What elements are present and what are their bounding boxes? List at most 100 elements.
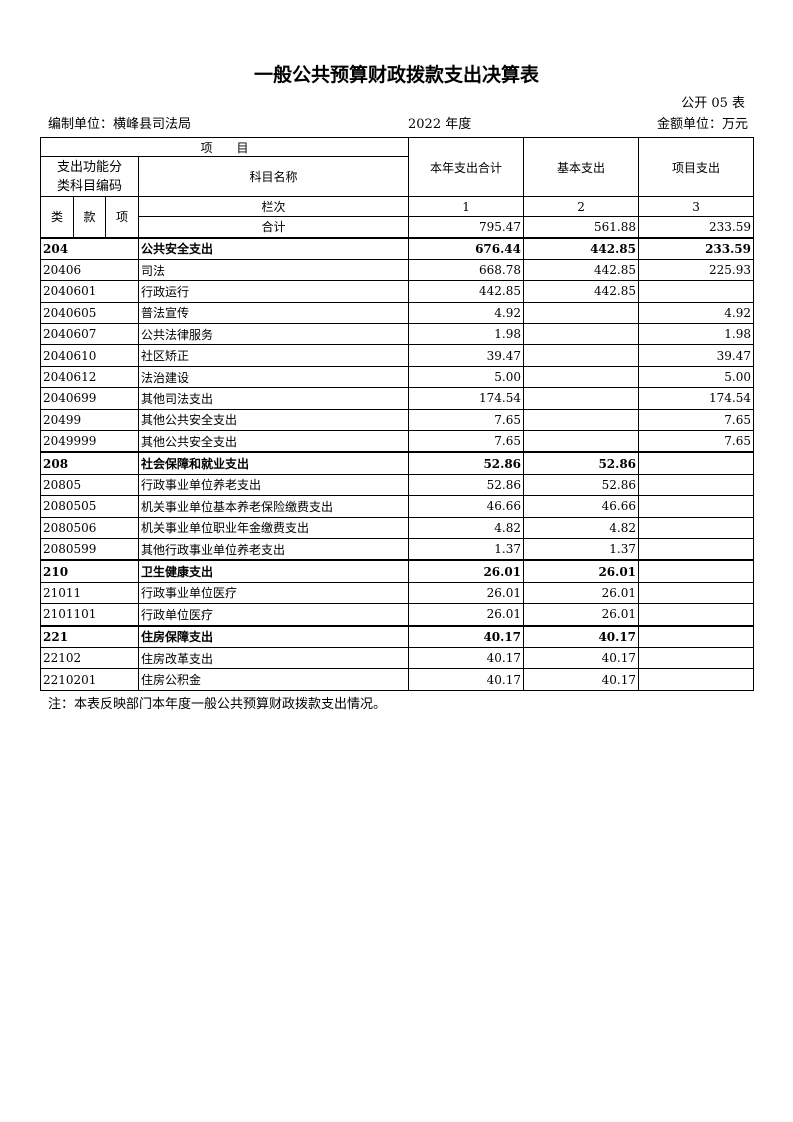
table-row: 2101101 行政单位医疗 26.01 26.01 bbox=[40, 603, 755, 627]
row-code: 2040601 bbox=[40, 280, 139, 303]
header-lanci: 栏次 bbox=[137, 196, 410, 217]
header-col3: 项目支出 bbox=[638, 137, 755, 197]
row-code: 204 bbox=[40, 236, 139, 260]
row-c3: 174.54 bbox=[638, 387, 755, 410]
row-c3 bbox=[638, 646, 755, 670]
row-c2: 442.85 bbox=[523, 280, 640, 303]
row-c2: 4.82 bbox=[523, 516, 640, 539]
table-row: 2210201 住房公积金 40.17 40.17 bbox=[40, 668, 755, 691]
table-row: 208 社会保障和就业支出 52.86 52.86 bbox=[40, 451, 755, 475]
row-code: 2101101 bbox=[40, 603, 139, 627]
row-c1: 26.01 bbox=[408, 559, 525, 583]
row-c3: 225.93 bbox=[638, 258, 755, 282]
row-c1: 26.01 bbox=[408, 581, 525, 605]
row-name: 住房公积金 bbox=[137, 668, 410, 691]
row-code: 2049999 bbox=[40, 430, 139, 453]
row-c1: 7.65 bbox=[408, 408, 525, 432]
table-row: 210 卫生健康支出 26.01 26.01 bbox=[40, 559, 755, 583]
header-code-line1: 支出功能分 bbox=[56, 159, 122, 175]
row-code: 21011 bbox=[40, 581, 139, 605]
row-c1: 5.00 bbox=[408, 365, 525, 389]
row-c3: 1.98 bbox=[638, 323, 755, 346]
table-row: 2040610 社区矫正 39.47 39.47 bbox=[40, 344, 755, 367]
total-c1: 795.47 bbox=[408, 216, 525, 238]
header-code-line2: 类科目编码 bbox=[56, 178, 122, 194]
header-xiang: 项 bbox=[105, 196, 139, 238]
table-row: 204 公共安全支出 676.44 442.85 233.59 bbox=[40, 236, 755, 260]
row-c3 bbox=[638, 603, 755, 627]
row-c3 bbox=[638, 668, 755, 691]
row-code: 22102 bbox=[40, 646, 139, 670]
header-col2: 基本支出 bbox=[523, 137, 640, 197]
row-name: 公共法律服务 bbox=[137, 323, 410, 346]
table-row: 221 住房保障支出 40.17 40.17 bbox=[40, 624, 755, 648]
row-name: 卫生健康支出 bbox=[137, 559, 410, 583]
row-c3 bbox=[638, 624, 755, 648]
row-c2: 40.17 bbox=[523, 646, 640, 670]
total-c2: 561.88 bbox=[523, 216, 640, 238]
row-c1: 1.37 bbox=[408, 537, 525, 561]
row-code: 20406 bbox=[40, 258, 139, 282]
row-code: 2080599 bbox=[40, 537, 139, 561]
expenditure-table: 项 目 本年支出合计 基本支出 项目支出 支出功能分类科目编码 科目名称 类 款… bbox=[39, 137, 755, 691]
row-code: 2040612 bbox=[40, 365, 139, 389]
row-c1: 52.86 bbox=[408, 473, 525, 497]
row-c1: 4.92 bbox=[408, 301, 525, 325]
table-row: 2080506 机关事业单位职业年金缴费支出 4.82 4.82 bbox=[40, 516, 755, 539]
table-number: 公开 05 表 bbox=[681, 96, 745, 111]
row-code: 20805 bbox=[40, 473, 139, 497]
header-lei: 类 bbox=[40, 196, 74, 238]
row-name: 行政运行 bbox=[137, 280, 410, 303]
row-name: 司法 bbox=[137, 258, 410, 282]
table-row: 2040612 法治建设 5.00 5.00 bbox=[40, 365, 755, 389]
row-name: 其他公共安全支出 bbox=[137, 430, 410, 453]
row-c2: 442.85 bbox=[523, 236, 640, 260]
row-c2 bbox=[523, 430, 640, 453]
row-name: 其他公共安全支出 bbox=[137, 408, 410, 432]
row-name: 公共安全支出 bbox=[137, 236, 410, 260]
row-c3: 7.65 bbox=[638, 430, 755, 453]
header-n3: 3 bbox=[638, 196, 755, 217]
row-name: 行政单位医疗 bbox=[137, 603, 410, 627]
row-code: 221 bbox=[40, 624, 139, 648]
row-c1: 40.17 bbox=[408, 668, 525, 691]
table-row: 2080505 机关事业单位基本养老保险缴费支出 46.66 46.66 bbox=[40, 495, 755, 518]
row-name: 行政事业单位养老支出 bbox=[137, 473, 410, 497]
row-c2 bbox=[523, 387, 640, 410]
header-item: 项 目 bbox=[39, 137, 410, 157]
row-c3 bbox=[638, 559, 755, 583]
row-c1: 52.86 bbox=[408, 451, 525, 475]
row-code: 210 bbox=[40, 559, 139, 583]
table-row: 22102 住房改革支出 40.17 40.17 bbox=[40, 646, 755, 670]
row-c2: 442.85 bbox=[523, 258, 640, 282]
header-col1: 本年支出合计 bbox=[408, 137, 525, 197]
row-c1: 26.01 bbox=[408, 603, 525, 627]
row-name: 普法宣传 bbox=[137, 301, 410, 325]
row-code: 2040699 bbox=[40, 387, 139, 410]
row-code: 2040610 bbox=[40, 344, 139, 367]
row-code: 208 bbox=[40, 451, 139, 475]
table-row: 2040699 其他司法支出 174.54 174.54 bbox=[40, 387, 755, 410]
row-c3: 5.00 bbox=[638, 365, 755, 389]
table-row: 20406 司法 668.78 442.85 225.93 bbox=[40, 258, 755, 282]
header-kuan: 款 bbox=[73, 196, 106, 238]
row-name: 法治建设 bbox=[137, 365, 410, 389]
row-c1: 46.66 bbox=[408, 495, 525, 518]
row-name: 行政事业单位医疗 bbox=[137, 581, 410, 605]
header-name: 科目名称 bbox=[137, 156, 410, 197]
fiscal-year: 2022 年度 bbox=[408, 117, 472, 132]
row-code: 2080506 bbox=[40, 516, 139, 539]
row-c3 bbox=[638, 537, 755, 561]
table-row: 2040607 公共法律服务 1.98 1.98 bbox=[40, 323, 755, 346]
row-c3 bbox=[638, 495, 755, 518]
row-code: 2040607 bbox=[40, 323, 139, 346]
table-row: 20805 行政事业单位养老支出 52.86 52.86 bbox=[40, 473, 755, 497]
row-c2 bbox=[523, 344, 640, 367]
row-c2: 40.17 bbox=[523, 668, 640, 691]
row-c3: 7.65 bbox=[638, 408, 755, 432]
table-row: 2049999 其他公共安全支出 7.65 7.65 bbox=[40, 430, 755, 453]
table-row: 20499 其他公共安全支出 7.65 7.65 bbox=[40, 408, 755, 432]
total-label: 合计 bbox=[137, 216, 410, 238]
row-c2: 46.66 bbox=[523, 495, 640, 518]
currency-unit: 金额单位：万元 bbox=[656, 117, 748, 132]
